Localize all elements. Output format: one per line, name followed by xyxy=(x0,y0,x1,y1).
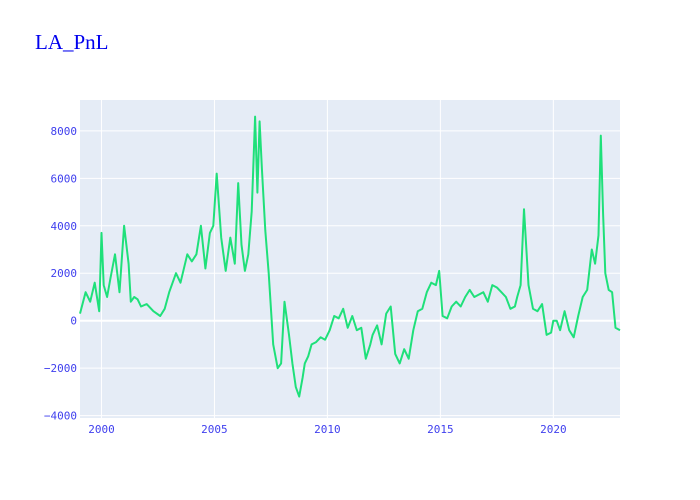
y-tick-label: 0 xyxy=(70,315,77,328)
x-tick-label: 2020 xyxy=(540,423,567,436)
x-tick-label: 2005 xyxy=(201,423,228,436)
chart-title: LA_PnL xyxy=(35,30,109,54)
y-tick-label: 4000 xyxy=(51,220,78,233)
x-axis-tick-labels: 2000 2005 2010 2015 2020 xyxy=(88,423,566,436)
y-gridlines xyxy=(80,130,620,417)
y-tick-label: −2000 xyxy=(44,362,77,375)
x-tick-label: 2010 xyxy=(314,423,341,436)
series-line xyxy=(79,115,621,398)
x-tick-label: 2000 xyxy=(88,423,115,436)
x-gridlines xyxy=(100,100,554,418)
x-tick-label: 2015 xyxy=(427,423,454,436)
y-tick-label: 8000 xyxy=(51,125,78,138)
y-tick-label: 6000 xyxy=(51,172,78,185)
y-tick-label: −4000 xyxy=(44,410,77,423)
y-tick-label: 2000 xyxy=(51,267,78,280)
series-layer xyxy=(79,115,621,398)
plot-area xyxy=(80,100,620,418)
y-axis-tick-labels: −4000 −2000 0 2000 4000 6000 8000 xyxy=(44,125,77,423)
